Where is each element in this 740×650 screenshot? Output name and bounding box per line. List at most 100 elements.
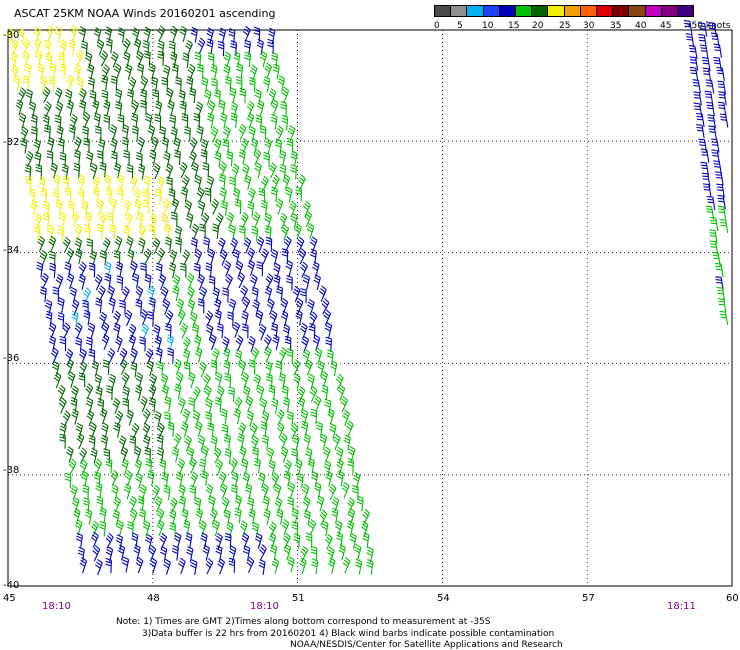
wind-barb — [140, 99, 147, 116]
wind-barb — [133, 445, 142, 463]
wind-barb — [181, 508, 189, 525]
wind-barb — [242, 472, 250, 489]
wind-barb — [83, 287, 92, 304]
wind-barb — [327, 546, 335, 563]
wind-barb — [202, 544, 210, 561]
wind-barb — [259, 398, 268, 415]
wind-barb — [295, 186, 302, 202]
lat-tick-label: -40 — [3, 580, 20, 591]
wind-barb — [125, 235, 134, 253]
wind-barb — [186, 212, 194, 229]
lat-tick-label: -38 — [3, 465, 20, 476]
wind-barb — [256, 261, 264, 277]
wind-barb — [196, 125, 204, 142]
wind-barb — [319, 433, 328, 450]
wind-barb — [693, 91, 702, 106]
wind-barb — [92, 545, 101, 562]
wind-barb — [232, 248, 240, 265]
wind-barb — [53, 371, 62, 389]
wind-barb — [107, 347, 116, 365]
wind-barb — [259, 125, 267, 141]
wind-barb — [261, 434, 269, 451]
wind-barb — [278, 149, 287, 167]
wind-barb — [283, 470, 291, 487]
wind-barb — [40, 272, 49, 290]
wind-barb — [186, 75, 194, 92]
wind-barb — [230, 101, 238, 118]
wind-barb — [181, 174, 190, 192]
wind-barb — [701, 172, 711, 187]
wind-barb — [48, 322, 57, 339]
wind-barb — [116, 173, 125, 190]
wind-barb — [121, 124, 129, 140]
wind-barb — [113, 422, 121, 439]
wind-barb — [343, 434, 351, 451]
wind-barb — [309, 311, 318, 328]
wind-barb — [22, 37, 31, 55]
wind-barb — [178, 89, 186, 106]
wind-barb — [276, 408, 285, 426]
wind-barb — [251, 225, 259, 242]
wind-barb — [194, 347, 203, 364]
wind-barb — [128, 76, 137, 94]
wind-barb — [128, 334, 137, 351]
wind-barb — [224, 75, 232, 92]
wind-barb — [237, 271, 246, 289]
wind-barb — [113, 496, 122, 513]
wind-barb — [151, 136, 159, 153]
wind-barb — [77, 546, 85, 563]
wind-barb — [182, 408, 191, 425]
wind-barb — [292, 434, 300, 451]
wind-barb — [206, 38, 214, 55]
wind-barb — [300, 288, 307, 304]
wind-barb — [96, 150, 104, 166]
wind-barb — [264, 285, 273, 302]
wind-barb — [705, 79, 715, 94]
wind-barb — [241, 310, 249, 327]
wind-barb — [296, 472, 304, 489]
wind-barb — [224, 448, 232, 464]
wind-barb — [287, 481, 296, 499]
wind-barb — [174, 383, 182, 400]
wind-barb — [172, 274, 181, 291]
wind-barb — [202, 162, 210, 178]
wind-barb — [54, 87, 63, 104]
wind-barb — [114, 335, 123, 353]
wind-barb — [117, 544, 126, 561]
wind-barb — [201, 445, 209, 462]
wind-barb — [10, 64, 19, 81]
wind-barb — [204, 89, 212, 106]
wind-barb — [253, 373, 262, 390]
wind-barb — [131, 532, 139, 549]
wind-barb — [719, 219, 729, 234]
wind-barb — [121, 286, 130, 303]
wind-barb — [243, 174, 252, 191]
note-line-1: Note: 1) Times are GMT 2)Times along bot… — [116, 617, 491, 627]
wind-barb — [247, 496, 255, 513]
wind-barb — [277, 75, 286, 92]
wind-barb — [66, 446, 74, 463]
wind-barb — [251, 347, 260, 364]
wind-barb — [171, 446, 180, 463]
wind-barb — [286, 348, 294, 364]
wind-barb — [66, 99, 74, 117]
wind-barb — [18, 87, 27, 104]
wind-barb — [142, 199, 150, 215]
wind-barb — [366, 558, 374, 575]
wind-barb — [325, 336, 332, 353]
wind-barb — [86, 409, 95, 427]
wind-barb — [99, 407, 108, 425]
colorbar-tick-label: >50 knots — [684, 21, 731, 31]
wind-barb — [82, 497, 90, 513]
wind-barb — [291, 507, 299, 525]
wind-barb — [247, 247, 256, 264]
wind-barb — [79, 447, 88, 464]
wind-barb — [73, 64, 82, 81]
wind-barb — [62, 410, 71, 427]
wind-barb — [347, 445, 356, 463]
wind-barb — [59, 151, 67, 168]
wind-barb — [287, 556, 295, 573]
wind-barb — [44, 124, 51, 140]
wind-barb — [229, 176, 236, 192]
wind-barb — [140, 88, 148, 105]
